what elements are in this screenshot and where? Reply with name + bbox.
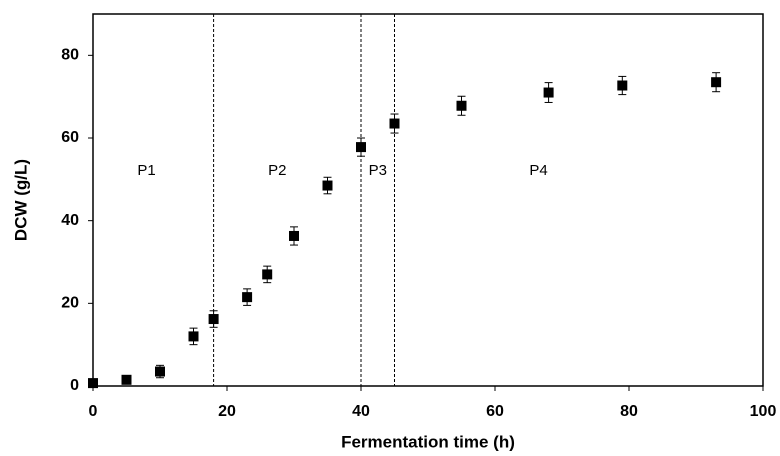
x-tick-label: 100: [750, 403, 777, 420]
point: [88, 378, 98, 389]
point: [456, 100, 467, 111]
x-tick-label: 40: [352, 403, 370, 420]
point: [711, 77, 722, 88]
point: [617, 80, 628, 91]
point: [188, 331, 199, 342]
y-tick-label: 80: [61, 47, 79, 64]
y-tick-label: 40: [61, 212, 79, 229]
point: [356, 142, 366, 153]
y-tick-label: 60: [61, 129, 79, 146]
point: [289, 230, 299, 241]
plot-frame: [92, 13, 764, 387]
y-tick-label: 20: [61, 295, 79, 312]
point: [389, 118, 400, 129]
x-tick-label: 60: [486, 403, 504, 420]
point: [242, 292, 253, 303]
phase-label: P4: [529, 162, 547, 179]
y-tick-label: 0: [70, 377, 79, 394]
y-axis-title: DCW (g/L): [11, 159, 30, 241]
x-tick-label: 0: [89, 403, 98, 420]
x-axis-title: Fermentation time (h): [341, 432, 515, 451]
point: [322, 180, 333, 191]
x-tick-label: 80: [620, 403, 638, 420]
phase-label: P3: [369, 162, 387, 179]
point: [543, 87, 554, 98]
phase-label: P2: [268, 162, 286, 179]
point: [262, 269, 273, 280]
x-tick-label: 20: [218, 403, 236, 420]
point: [208, 314, 219, 325]
point: [155, 366, 165, 377]
phase-label: P1: [137, 162, 155, 179]
point: [121, 374, 132, 385]
